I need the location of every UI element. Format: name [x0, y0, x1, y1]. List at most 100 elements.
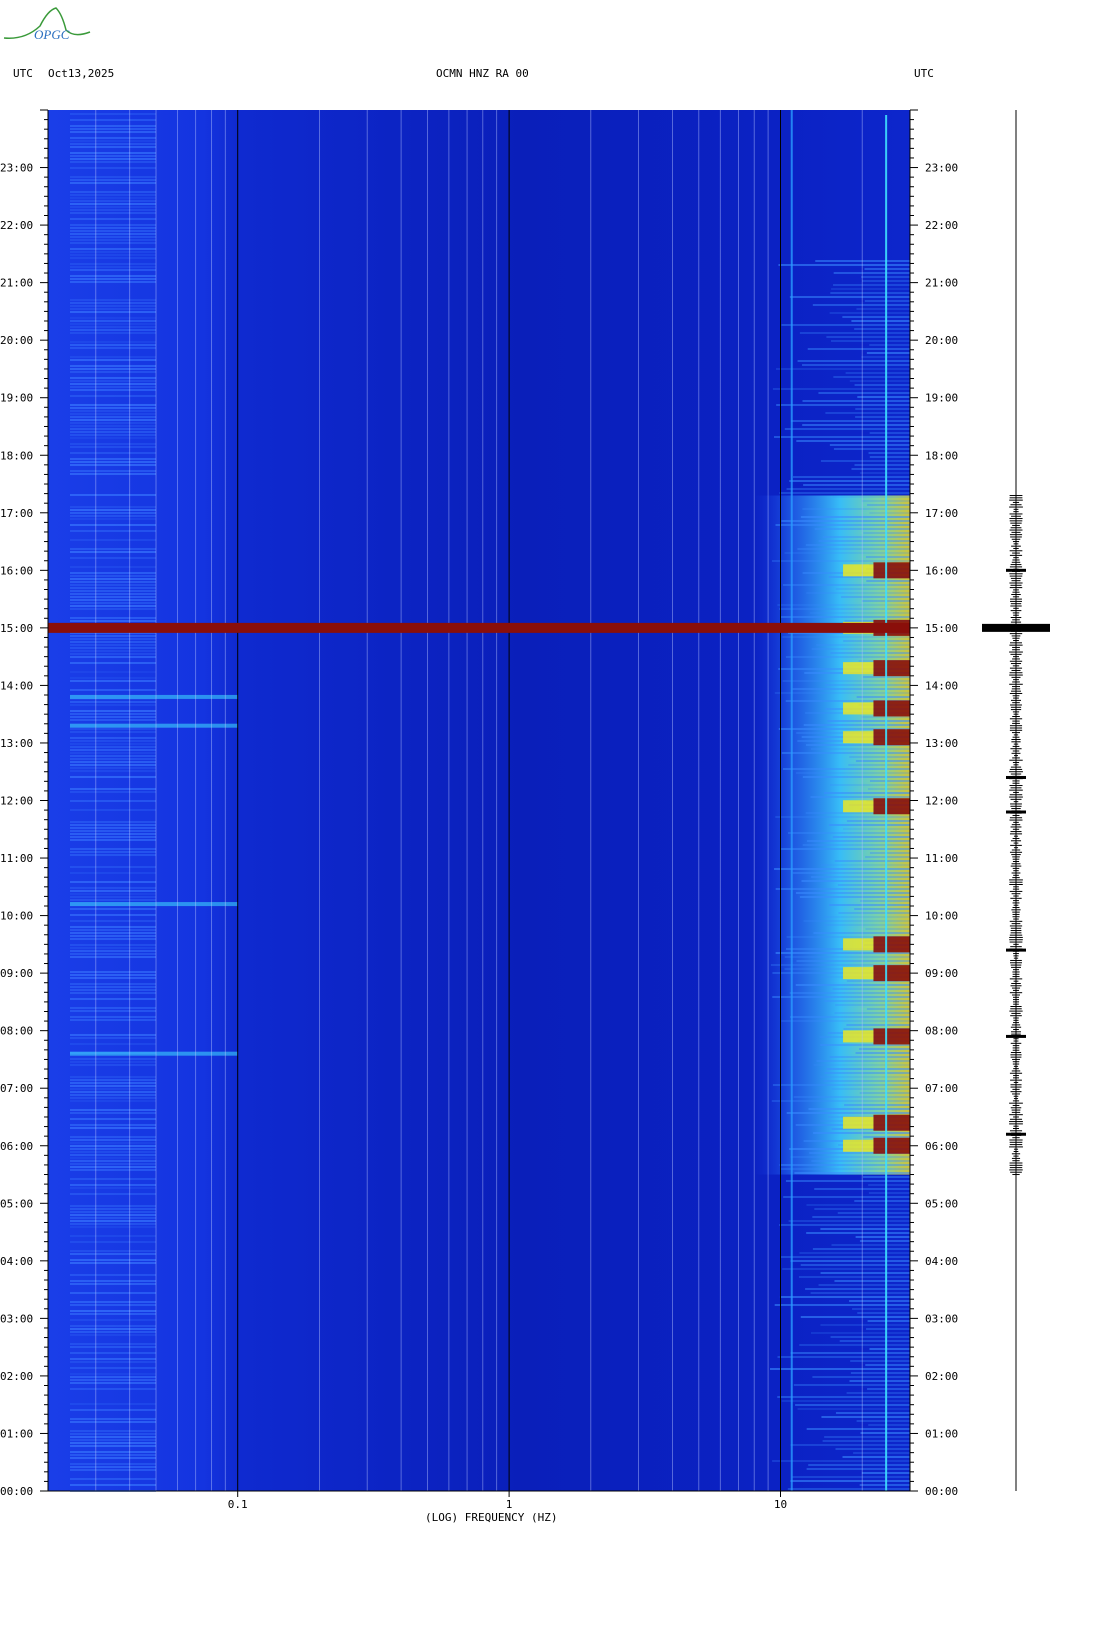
y-tick-label-right: 19:00 [925, 392, 958, 405]
high-frequency-streak [797, 1408, 910, 1410]
burst-halo [843, 1116, 874, 1129]
low-frequency-streak [70, 566, 157, 568]
low-frequency-streak [70, 416, 157, 418]
low-frequency-streak [70, 1205, 157, 1207]
high-frequency-streak [855, 408, 910, 410]
high-frequency-streak [840, 596, 910, 598]
low-frequency-streak [70, 713, 157, 715]
low-frequency-streak [70, 1379, 157, 1381]
low-frequency-streak [70, 1313, 157, 1315]
high-frequency-streak [802, 776, 910, 778]
high-frequency-streak [829, 784, 910, 786]
high-frequency-streak [846, 1392, 910, 1394]
low-frequency-streak [70, 749, 157, 751]
burst-halo [843, 731, 874, 744]
high-frequency-streak [820, 1228, 910, 1230]
low-frequency-streak [70, 644, 157, 646]
high-frequency-streak [834, 1012, 910, 1014]
high-frequency-streak [802, 844, 910, 846]
low-frequency-streak [70, 473, 157, 475]
low-frequency-streak [70, 977, 157, 979]
low-frequency-streak [70, 578, 157, 580]
high-frequency-streak [782, 768, 910, 770]
high-frequency-streak [865, 1364, 910, 1366]
low-frequency-streak [70, 599, 157, 601]
low-frequency-streak [70, 1445, 157, 1447]
left-timezone-label: UTC [13, 67, 33, 80]
y-tick-label-left: 01:00 [0, 1427, 33, 1440]
low-frequency-streak [70, 1436, 157, 1438]
high-frequency-streak [834, 1280, 910, 1282]
high-frequency-streak [815, 260, 910, 262]
high-frequency-streak [853, 1452, 910, 1454]
low-frequency-streak [70, 1145, 157, 1147]
low-frequency-streak [70, 929, 157, 931]
high-frequency-streak [805, 1288, 910, 1290]
low-frequency-streak [70, 899, 157, 901]
high-frequency-streak [830, 292, 910, 294]
low-frequency-streak [70, 194, 157, 196]
high-frequency-streak [779, 1224, 910, 1226]
high-frequency-streak [798, 1276, 910, 1278]
low-frequency-streak [70, 218, 157, 220]
low-frequency-streak [70, 821, 157, 823]
high-frequency-streak [824, 1000, 910, 1002]
high-frequency-streak [802, 508, 910, 510]
x-tick-label: 0.1 [228, 1498, 248, 1511]
high-frequency-streak [849, 380, 910, 382]
high-frequency-streak [820, 1272, 910, 1274]
low-frequency-streak [70, 620, 157, 622]
high-frequency-streak [789, 480, 910, 482]
high-frequency-streak [831, 1088, 910, 1090]
low-frequency-streak [70, 617, 157, 619]
high-frequency-streak [772, 1084, 910, 1086]
low-frequency-streak [70, 1235, 157, 1237]
high-frequency-streak [824, 916, 910, 918]
low-frequency-streak [70, 947, 157, 949]
y-tick-label-left: 20:00 [0, 334, 33, 347]
high-frequency-streak [855, 416, 910, 418]
high-frequency-streak [795, 892, 910, 894]
low-frequency-streak [70, 1154, 157, 1156]
high-frequency-streak [775, 524, 910, 526]
high-frequency-streak [805, 544, 910, 546]
low-frequency-streak [70, 1166, 157, 1168]
y-tick-label-left: 07:00 [0, 1082, 33, 1095]
low-frequency-streak [70, 239, 157, 241]
high-frequency-streak [830, 340, 910, 342]
low-frequency-streak [70, 452, 157, 454]
high-frequency-streak [781, 1020, 910, 1022]
high-frequency-streak [831, 1128, 910, 1130]
high-frequency-streak [810, 876, 910, 878]
burst-halo [843, 564, 874, 577]
low-frequency-streak [70, 152, 157, 154]
high-frequency-streak [833, 376, 910, 378]
high-frequency-streak [818, 540, 910, 542]
low-frequency-streak [70, 1478, 157, 1480]
high-frequency-streak [800, 1264, 910, 1266]
low-frequency-streak [70, 1304, 157, 1306]
high-frequency-streak [828, 576, 910, 578]
high-frequency-streak [782, 636, 910, 638]
trace-event [1006, 810, 1026, 814]
high-frequency-streak [797, 360, 910, 362]
high-frequency-streak [787, 1488, 910, 1490]
burst-mark [873, 936, 910, 953]
high-frequency-streak [770, 964, 910, 966]
high-frequency-streak [796, 440, 910, 442]
low-frequency-streak [70, 377, 157, 379]
burst-mark [873, 700, 910, 717]
low-frequency-streak [70, 131, 157, 133]
low-frequency-streak [70, 1334, 157, 1336]
high-frequency-streak [789, 992, 910, 994]
low-frequency-streak [70, 431, 157, 433]
high-frequency-streak [867, 1320, 910, 1322]
high-frequency-streak [830, 1336, 910, 1338]
high-frequency-streak [781, 752, 910, 754]
low-frequency-streak [70, 920, 157, 922]
high-frequency-streak [813, 932, 910, 934]
low-frequency-streak [70, 1085, 157, 1087]
y-tick-label-right: 01:00 [925, 1427, 958, 1440]
high-frequency-streak [854, 1200, 910, 1202]
low-frequency-streak [70, 653, 157, 655]
